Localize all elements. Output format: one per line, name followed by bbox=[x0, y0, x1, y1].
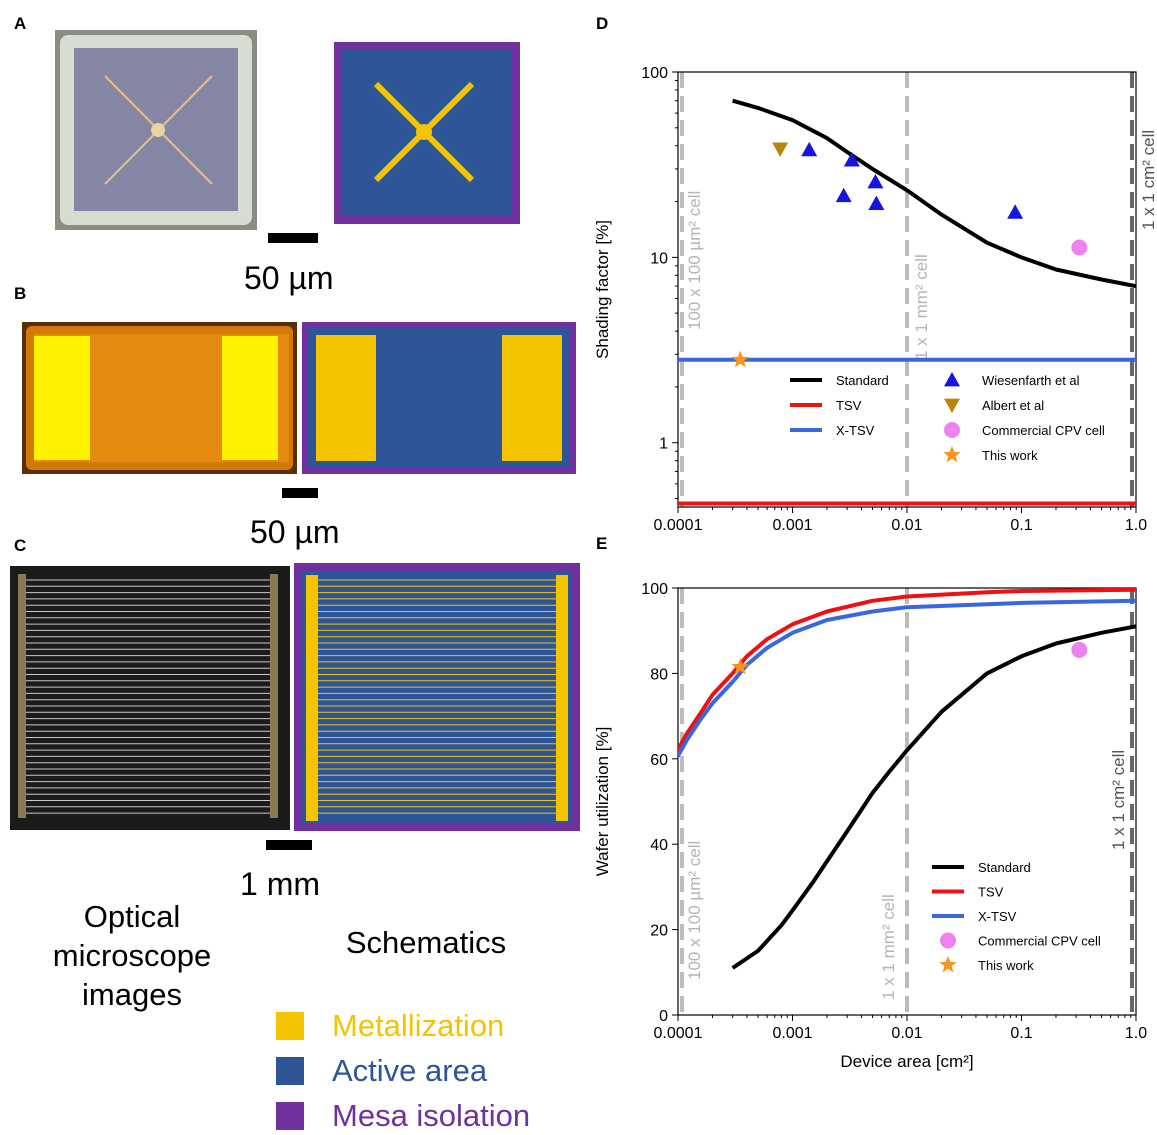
legend-marker-commercial-cpv-cell bbox=[944, 422, 960, 438]
chart-e-wafer-utilization: 100 x 100 µm² cell 1 x 1 mm² cell 1 x 1 cm… bbox=[593, 581, 1147, 1071]
y-tick-label: 100 bbox=[641, 65, 668, 82]
marker-wiesenfarth-et-al bbox=[868, 195, 885, 210]
y-tick-label: 60 bbox=[650, 752, 668, 769]
x-tick-label: 0.1 bbox=[1010, 1025, 1032, 1042]
legend-mesa-isolation-label: Mesa isolation bbox=[332, 1098, 531, 1133]
legend-label-commercial-cpv-cell: Commercial CPV cell bbox=[978, 934, 1101, 949]
legend-label-this-work: This work bbox=[982, 448, 1038, 463]
legend-label-tsv: TSV bbox=[978, 885, 1004, 900]
x-tick-label: 0.0001 bbox=[654, 1025, 703, 1042]
micrograph-a bbox=[55, 30, 257, 230]
legend-label-x-tsv: X-TSV bbox=[978, 909, 1017, 924]
y-tick-label: 40 bbox=[650, 837, 668, 854]
marker-this-work bbox=[731, 350, 749, 368]
scale-bar-c bbox=[266, 840, 312, 850]
legend-label-commercial-cpv-cell: Commercial CPV cell bbox=[982, 423, 1105, 438]
legend-label-tsv: TSV bbox=[836, 398, 862, 413]
y-tick-label: 0 bbox=[659, 1008, 668, 1025]
marker-commercial-cpv-cell bbox=[1071, 239, 1088, 256]
x-tick-label: 0.01 bbox=[891, 517, 922, 534]
active-area-swatch bbox=[276, 1057, 304, 1085]
reference-line-label: 1 x 1 mm² cell bbox=[912, 254, 931, 360]
y-tick-label: 20 bbox=[650, 923, 668, 940]
marker-wiesenfarth-et-al bbox=[1007, 204, 1024, 219]
legend-marker-albert-et-al bbox=[944, 398, 960, 413]
marker-wiesenfarth-et-al bbox=[843, 152, 860, 167]
legend-active-area-label: Active area bbox=[332, 1053, 488, 1088]
marker-wiesenfarth-et-al bbox=[801, 141, 818, 157]
x-tick-label: 0.0001 bbox=[654, 517, 703, 534]
legend-mesa-isolation: Mesa isolation bbox=[276, 1098, 530, 1134]
y-tick-label: 100 bbox=[641, 581, 668, 598]
legend-marker-this-work bbox=[943, 445, 961, 463]
mesa-isolation-swatch bbox=[276, 1102, 304, 1130]
legend-marker-wiesenfarth-et-al bbox=[944, 372, 960, 387]
legend-active-area: Active area bbox=[276, 1053, 487, 1089]
reference-line-label: 1 x 1 cm² cell bbox=[1139, 130, 1157, 230]
chart-d-shading-factor: 100 x 100 µm² cell 1 x 1 mm² cell 1 x 1 cm… bbox=[593, 65, 1157, 534]
y-axis-label: Wafer utilization [%] bbox=[593, 727, 612, 877]
schematic-b bbox=[302, 322, 576, 474]
x-tick-label: 1.0 bbox=[1125, 517, 1147, 534]
x-tick-label: 0.01 bbox=[891, 1025, 922, 1042]
y-tick-label: 80 bbox=[650, 666, 668, 683]
panel-letter-d: D bbox=[596, 14, 609, 33]
micrograph-panels bbox=[10, 30, 580, 850]
series-line-standard bbox=[731, 624, 1136, 970]
series-line-x-tsv bbox=[678, 598, 1136, 760]
scale-label-c: 1 mm bbox=[240, 866, 320, 902]
reference-line-label: 1 x 1 cm² cell bbox=[1109, 750, 1128, 850]
marker-commercial-cpv-cell bbox=[1071, 641, 1088, 658]
legend-label-this-work: This work bbox=[978, 958, 1034, 973]
y-tick-label: 1 bbox=[659, 436, 668, 453]
schematic-c bbox=[294, 563, 580, 831]
micrograph-b bbox=[22, 322, 297, 474]
x-tick-label: 0.001 bbox=[772, 1025, 812, 1042]
legend-label-standard: Standard bbox=[836, 373, 889, 388]
y-axis-label: Shading factor [%] bbox=[593, 220, 612, 359]
legend-marker-this-work bbox=[939, 955, 957, 973]
series-group bbox=[678, 588, 1136, 970]
legend-label-x-tsv: X-TSV bbox=[836, 423, 875, 438]
scale-label-a: 50 µm bbox=[244, 260, 334, 296]
scale-label-b: 50 µm bbox=[250, 514, 340, 550]
x-tick-label: 1.0 bbox=[1125, 1025, 1147, 1042]
marker-wiesenfarth-et-al bbox=[835, 187, 852, 203]
marker-albert-et-al bbox=[772, 142, 789, 157]
series-line-tsv bbox=[678, 588, 1136, 754]
legend-label-standard: Standard bbox=[978, 860, 1031, 875]
panel-letter-b: B bbox=[14, 284, 27, 303]
legend-marker-commercial-cpv-cell bbox=[940, 932, 956, 949]
panel-letter-a: A bbox=[14, 14, 27, 33]
caption-optical: Optical microscope images bbox=[52, 899, 212, 1012]
legend-label-albert-et-al: Albert et al bbox=[982, 398, 1044, 413]
x-axis-label: Device area [cm²] bbox=[840, 1052, 973, 1071]
legend-metallization-label: Metallization bbox=[332, 1008, 505, 1043]
reference-line-label: 100 x 100 µm² cell bbox=[685, 841, 704, 980]
schematic-a bbox=[334, 42, 520, 224]
y-tick-label: 10 bbox=[650, 250, 668, 267]
caption-schematics: Schematics bbox=[345, 925, 507, 960]
marker-wiesenfarth-et-al bbox=[867, 174, 884, 189]
x-tick-label: 0.001 bbox=[772, 517, 812, 534]
reference-line-label: 100 x 100 µm² cell bbox=[685, 191, 704, 330]
legend-label-wiesenfarth-et-al: Wiesenfarth et al bbox=[982, 373, 1080, 388]
micrograph-c bbox=[10, 566, 290, 830]
scale-bar-a bbox=[268, 233, 318, 243]
panel-letter-c: C bbox=[14, 536, 27, 555]
series-line-standard bbox=[732, 98, 1136, 289]
series-group bbox=[678, 98, 1136, 506]
legend-metallization: Metallization bbox=[276, 1008, 504, 1044]
reference-line-label: 1 x 1 mm² cell bbox=[879, 894, 898, 1000]
metallization-swatch bbox=[276, 1012, 304, 1040]
x-tick-label: 0.1 bbox=[1010, 517, 1032, 534]
scale-bar-b bbox=[282, 488, 318, 498]
marker-this-work bbox=[731, 657, 749, 675]
panel-letter-e: E bbox=[596, 534, 608, 553]
